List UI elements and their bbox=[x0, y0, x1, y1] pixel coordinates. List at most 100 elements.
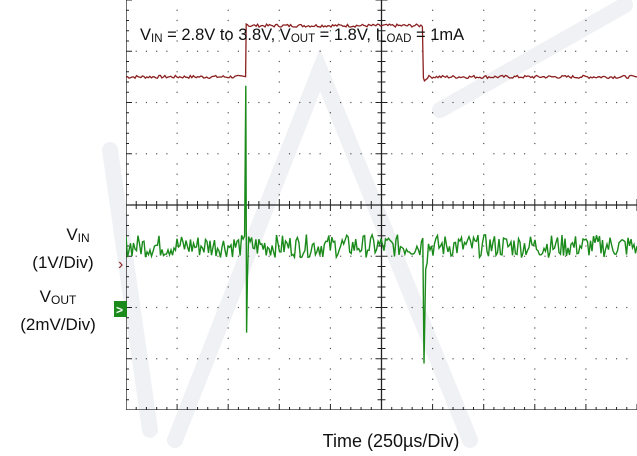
chart-title: VIN = 2.8V to 3.8V, VOUT = 1.8V, ILOAD =… bbox=[140, 26, 464, 45]
grid-dot bbox=[278, 112, 280, 114]
grid-dot bbox=[329, 327, 331, 329]
grid-dot bbox=[166, 255, 168, 257]
grid-dot bbox=[534, 276, 536, 278]
grid-dot bbox=[462, 358, 464, 360]
grid-dot bbox=[227, 71, 229, 73]
grid-dot bbox=[309, 306, 311, 309]
grid-dot bbox=[401, 50, 403, 52]
grid-dot bbox=[329, 286, 331, 288]
grid-dot bbox=[483, 214, 485, 216]
grid-dot bbox=[278, 388, 280, 391]
grid-dot bbox=[432, 378, 434, 380]
grid-dot bbox=[207, 306, 209, 309]
grid-dot bbox=[534, 163, 536, 165]
grid-dot bbox=[472, 50, 475, 52]
grid-dot bbox=[227, 142, 229, 145]
grid-dot bbox=[432, 40, 434, 42]
grid-dot bbox=[217, 101, 219, 104]
grid-dot bbox=[585, 19, 587, 22]
grid-dot bbox=[176, 235, 178, 237]
grid-dot bbox=[156, 255, 158, 257]
grid-dot bbox=[513, 358, 515, 360]
grid-dot bbox=[544, 255, 546, 257]
grid-dot bbox=[329, 194, 331, 196]
grid-dot bbox=[288, 255, 291, 257]
grid-dot bbox=[258, 101, 260, 104]
grid-dot bbox=[340, 306, 342, 309]
grid-dot bbox=[615, 50, 618, 52]
grid-dot bbox=[534, 19, 536, 22]
grid-dot bbox=[360, 50, 362, 52]
grid-dot bbox=[483, 245, 485, 247]
grid-dot bbox=[534, 296, 536, 298]
grid-dot bbox=[483, 317, 485, 319]
grid-dot bbox=[278, 224, 280, 227]
grid-dot bbox=[554, 306, 556, 309]
grid-dot bbox=[299, 358, 301, 360]
grid-dot bbox=[432, 296, 434, 298]
grid-dot bbox=[595, 255, 597, 257]
grid-dot bbox=[278, 368, 280, 370]
grid-dot bbox=[370, 101, 372, 104]
grid-dot bbox=[340, 358, 342, 360]
grid-dot bbox=[503, 358, 505, 360]
grid-dot bbox=[278, 122, 280, 124]
grid-dot bbox=[237, 255, 240, 257]
grid-dot bbox=[278, 30, 280, 32]
grid-dot bbox=[544, 306, 546, 309]
grid-dot bbox=[432, 173, 434, 175]
grid-dot bbox=[237, 153, 240, 155]
grid-dot bbox=[360, 153, 362, 155]
grid-dot bbox=[432, 132, 434, 134]
grid-dot bbox=[401, 358, 403, 360]
grid-dot bbox=[605, 101, 607, 104]
grid-dot bbox=[575, 101, 577, 104]
grid-dot bbox=[452, 101, 454, 104]
vout-channel-label: VOUT (2mV/Div) > bbox=[20, 287, 127, 334]
grid-dot bbox=[278, 265, 280, 268]
grid-dot bbox=[442, 153, 444, 155]
grid-dot bbox=[391, 153, 393, 155]
grid-dot bbox=[534, 327, 536, 329]
grid-dot bbox=[288, 101, 291, 104]
grid-dot bbox=[350, 255, 352, 257]
grid-dot bbox=[299, 306, 301, 309]
grid-dot bbox=[585, 81, 587, 83]
grid-dot bbox=[432, 224, 434, 227]
grid-dot bbox=[248, 153, 250, 155]
grid-dot bbox=[227, 399, 229, 401]
grid-dot bbox=[401, 255, 403, 257]
grid-dot bbox=[329, 276, 331, 278]
grid-dot bbox=[483, 368, 485, 370]
grid-dot bbox=[176, 30, 178, 32]
grid-dot bbox=[534, 194, 536, 196]
grid-dot bbox=[534, 317, 536, 319]
grid-dot bbox=[340, 255, 342, 257]
grid-dot bbox=[176, 224, 178, 227]
grid-dot bbox=[534, 286, 536, 288]
grid-dot bbox=[196, 358, 199, 360]
grid-dot bbox=[432, 214, 434, 216]
grid-dot bbox=[370, 358, 372, 360]
grid-dot bbox=[534, 265, 536, 268]
grid-dot bbox=[258, 306, 260, 309]
grid-dot bbox=[329, 30, 331, 32]
grid-dot bbox=[432, 30, 434, 32]
series-vin-trace bbox=[126, 22, 637, 83]
grid-dot bbox=[278, 81, 280, 83]
grid-dot bbox=[585, 163, 587, 165]
grid-dot bbox=[135, 358, 137, 360]
grid-dot bbox=[319, 153, 321, 155]
grid-dot bbox=[145, 153, 148, 155]
grid-dot bbox=[370, 255, 372, 257]
grid-dot bbox=[176, 265, 178, 268]
grid-dot bbox=[207, 101, 209, 104]
grid-dot bbox=[268, 50, 270, 52]
grid-dot bbox=[350, 153, 352, 155]
grid-dot bbox=[278, 60, 280, 63]
grid-dot bbox=[237, 101, 240, 104]
grid-dot bbox=[186, 101, 188, 104]
grid-dot bbox=[585, 91, 587, 93]
grid-dot bbox=[575, 50, 577, 52]
grid-dot bbox=[227, 9, 229, 11]
